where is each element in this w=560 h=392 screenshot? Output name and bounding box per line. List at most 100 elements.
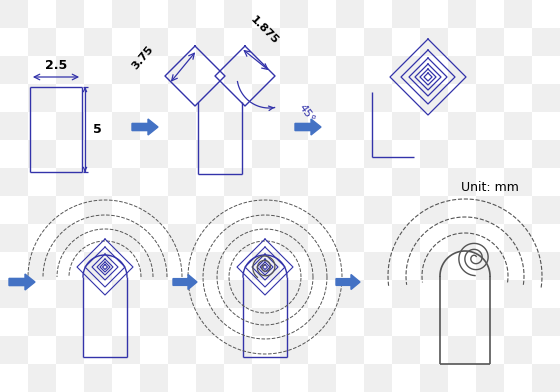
Bar — [0, 280, 28, 308]
Bar — [56, 56, 84, 84]
Bar — [364, 28, 392, 56]
Bar — [0, 336, 28, 364]
Bar — [504, 336, 532, 364]
Bar — [168, 224, 196, 252]
Bar — [420, 140, 448, 168]
Bar — [532, 364, 560, 392]
Bar — [112, 0, 140, 28]
Bar — [308, 308, 336, 336]
Bar — [224, 224, 252, 252]
Bar — [140, 140, 168, 168]
Bar — [504, 56, 532, 84]
Bar — [224, 168, 252, 196]
Bar — [308, 28, 336, 56]
Bar — [308, 140, 336, 168]
Bar — [476, 28, 504, 56]
Bar — [84, 252, 112, 280]
Bar — [504, 168, 532, 196]
Bar — [280, 336, 308, 364]
Bar — [308, 252, 336, 280]
Bar — [532, 140, 560, 168]
Bar — [28, 84, 56, 112]
Bar — [56, 112, 84, 140]
Bar — [532, 252, 560, 280]
Bar — [504, 112, 532, 140]
Bar — [364, 140, 392, 168]
Bar — [196, 28, 224, 56]
Bar — [420, 252, 448, 280]
Bar — [84, 364, 112, 392]
Text: 3.75: 3.75 — [130, 44, 155, 71]
Bar — [336, 336, 364, 364]
Bar — [392, 112, 420, 140]
Bar — [168, 168, 196, 196]
Bar — [448, 112, 476, 140]
Bar — [280, 112, 308, 140]
Bar — [420, 28, 448, 56]
Bar — [504, 0, 532, 28]
Bar — [448, 280, 476, 308]
Bar — [168, 56, 196, 84]
Bar — [56, 280, 84, 308]
FancyArrow shape — [9, 274, 35, 290]
Text: 2.5: 2.5 — [45, 59, 67, 72]
Bar — [112, 336, 140, 364]
Text: 45°: 45° — [297, 102, 316, 124]
Bar — [336, 168, 364, 196]
Text: 5: 5 — [93, 123, 102, 136]
Bar — [28, 364, 56, 392]
Bar — [448, 56, 476, 84]
Bar — [280, 224, 308, 252]
Bar — [532, 196, 560, 224]
Bar — [140, 196, 168, 224]
Bar — [28, 140, 56, 168]
Bar — [420, 308, 448, 336]
Bar — [140, 252, 168, 280]
Bar — [140, 28, 168, 56]
Bar — [504, 224, 532, 252]
Bar — [392, 168, 420, 196]
Bar — [448, 224, 476, 252]
Bar — [364, 252, 392, 280]
Bar — [252, 364, 280, 392]
Bar — [392, 280, 420, 308]
Bar — [112, 112, 140, 140]
Bar — [196, 140, 224, 168]
Bar — [476, 252, 504, 280]
Bar — [532, 84, 560, 112]
Bar — [196, 364, 224, 392]
Bar — [420, 196, 448, 224]
Bar — [56, 224, 84, 252]
Bar — [112, 168, 140, 196]
Bar — [252, 196, 280, 224]
Bar — [168, 112, 196, 140]
Bar — [252, 84, 280, 112]
Bar — [28, 196, 56, 224]
Bar — [280, 168, 308, 196]
Bar — [0, 112, 28, 140]
Bar — [168, 336, 196, 364]
Bar — [364, 196, 392, 224]
Bar — [56, 168, 84, 196]
Bar — [252, 308, 280, 336]
Text: 1.875: 1.875 — [248, 14, 280, 46]
Bar — [252, 140, 280, 168]
Bar — [476, 308, 504, 336]
FancyArrow shape — [295, 119, 321, 135]
Bar — [196, 196, 224, 224]
Bar — [56, 0, 84, 28]
Bar — [140, 308, 168, 336]
Bar — [196, 308, 224, 336]
Bar — [28, 308, 56, 336]
Bar — [420, 364, 448, 392]
Bar — [84, 308, 112, 336]
Bar — [112, 224, 140, 252]
Bar — [392, 0, 420, 28]
Bar — [196, 84, 224, 112]
Bar — [280, 0, 308, 28]
Bar — [112, 280, 140, 308]
Bar — [336, 224, 364, 252]
Bar — [252, 252, 280, 280]
Bar — [364, 364, 392, 392]
Bar — [196, 252, 224, 280]
